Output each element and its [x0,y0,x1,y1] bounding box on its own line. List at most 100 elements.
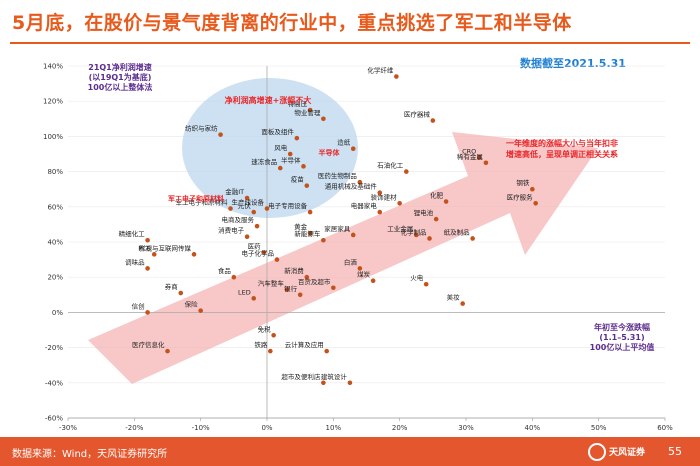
point-label: 医疗器械 [404,110,431,119]
chart-axes: 140% 120% 100% 80% 60% 40% 20% 0% -20% -40% -60%-3… [43,63,673,433]
data-point [307,209,313,215]
point-label: 券商 [165,282,179,291]
point-label: 特高压 [288,99,308,108]
point-label: 新能源车 [294,229,321,238]
point-label: 精细化工 [119,229,146,238]
point-label: 消费电子 [218,226,245,235]
point-label: 新消费 [284,266,304,275]
chart-annotations: 21Q1净利润增速(以19Q1为基底) 100亿以上整体法年初至今涨跌幅(1.1–… [88,62,655,352]
data-point [251,209,257,215]
data-point [297,292,303,298]
logo-mark-icon [588,443,606,461]
point-label: 稀有金属 [457,152,483,161]
point-label: 装饰建材 [371,192,398,201]
point-label: 风电 [274,143,288,152]
y-tick-label: 80% [47,168,63,176]
x-tick-label: 20% [392,424,408,432]
point-label: 超市及便利店 [281,372,321,381]
point-label: 电子专用设备 [268,201,308,210]
y-tick-label: 20% [47,274,63,282]
point-label: 汽车整车 [258,279,285,288]
point-label: 化肥 [430,191,444,200]
trend-arrow [88,132,598,384]
data-point [284,287,290,292]
x-axis-label-line: (1.1–5.31) [599,333,644,342]
y-tick-label: -60% [45,415,63,423]
data-point [304,274,310,280]
point-label: 疫苗 [291,175,305,184]
data-point [321,380,326,386]
data-point [304,183,310,188]
data-point [397,200,402,206]
title-divider [10,42,690,44]
point-label: LED [238,288,251,296]
point-label: 生产线设备 [232,198,265,207]
point-label: 医疗服务 [507,192,534,201]
point-label: 保险 [185,300,199,309]
logo-text: 天风证券 [609,448,646,458]
data-point [294,135,300,141]
point-label: 物业管理 [294,108,321,117]
data-point [244,195,250,201]
data-point [394,74,399,79]
point-label: 速冻食品 [251,157,277,166]
point-label: 医药 [248,242,262,251]
data-point [251,296,257,301]
point-label: 电商及服务 [222,215,255,224]
point-label: PCB [138,244,151,252]
y-axis-label: 21Q1净利润增速(以19Q1为基底) 100亿以上整体法 [88,62,153,92]
data-point [530,186,535,192]
point-label: 工业金属 [387,224,413,233]
y-axis-label-line: 100亿以上整体法 [88,82,153,92]
point-label: 银行 [284,284,298,293]
data-point [331,285,336,291]
point-label: 信创 [132,301,145,310]
data-point [460,301,465,306]
data-point [261,250,266,255]
circle-annotation: 净利润高增速+涨幅不大 [225,95,312,105]
data-point [165,348,170,354]
x-axis-label: 年初至今涨跌幅(1.1–5.31) 100亿以上平均值 [590,322,655,352]
x-tick-label: -30% [59,424,77,432]
point-label: 百货及超市 [298,277,331,286]
point-label: 煤炭 [357,270,371,279]
scatter-chart: 140% 120% 100% 80% 60% 40% 20% 0% -20% -40% -60%-3… [43,62,673,433]
data-point [324,348,330,354]
data-point [244,234,250,240]
data-point [321,237,326,243]
data-point [271,332,276,338]
y-tick-label: 100% [43,133,63,141]
point-label: 家居家具 [324,224,351,233]
data-point [307,107,313,113]
data-point [268,348,273,354]
data-point [413,232,419,238]
y-axis-label-line: 21Q1净利润增速 [88,62,152,72]
y-tick-label: 0% [52,309,63,317]
data-point [423,281,429,287]
high-growth-circle [182,78,358,218]
data-point [533,200,538,206]
data-source: 数据来源：Wind，天风证券研究所 [12,449,168,460]
point-label: 钢铁 [516,178,530,187]
x-tick-label: -20% [125,424,143,432]
point-label: 电器家电 [351,201,378,210]
data-point [277,165,283,171]
data-point [145,266,150,271]
data-point [377,209,383,215]
data-as-of-note: 数据截至2021.5.31 [520,57,626,70]
x-tick-label: 10% [326,424,342,432]
point-label: 通用机械及基础件 [325,182,378,191]
data-point [287,151,293,157]
y-tick-label: -20% [45,344,63,352]
point-label: 免税 [258,324,272,333]
data-point [321,116,326,122]
data-point [145,310,150,315]
y-tick-label: 40% [47,239,63,247]
y-tick-label: -40% [45,379,63,387]
point-label: 白酒 [344,257,358,266]
point-label: 影视与互联网传媒 [139,243,192,252]
data-point [427,236,432,241]
x-tick-label: 30% [458,424,474,432]
point-label: 石油化工 [377,161,404,170]
point-label: 医疗信息化 [132,340,165,349]
